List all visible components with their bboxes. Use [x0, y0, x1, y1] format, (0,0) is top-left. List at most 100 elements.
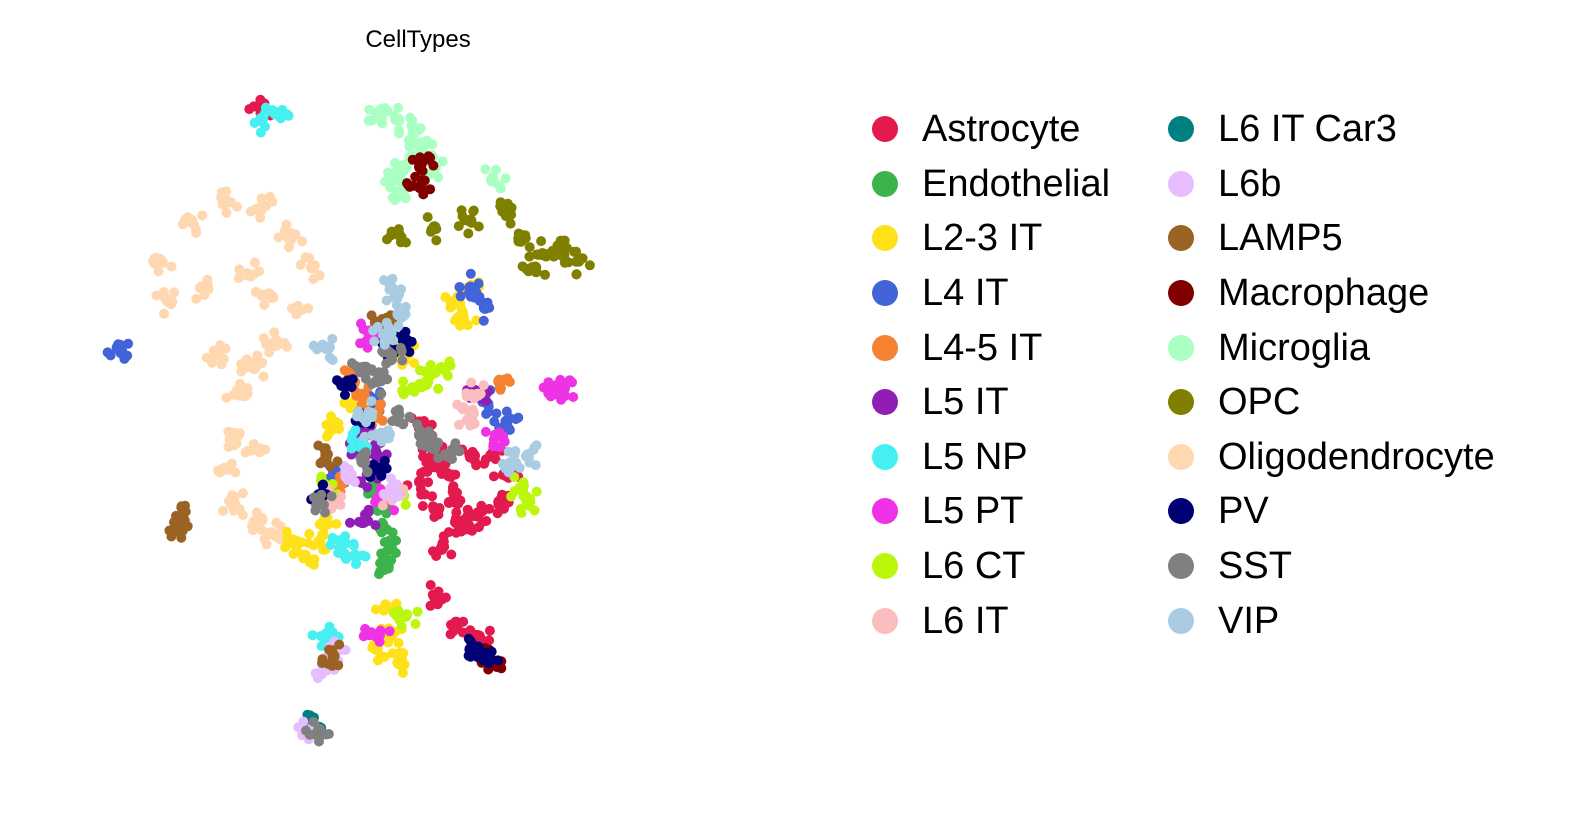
data-point [436, 543, 447, 554]
data-point [326, 491, 337, 502]
data-point [286, 303, 297, 314]
data-point [397, 355, 408, 366]
data-point [484, 625, 495, 636]
legend-item: SST [1168, 539, 1495, 594]
data-point [425, 152, 436, 163]
data-point [387, 527, 398, 538]
data-point [345, 517, 355, 528]
data-point [256, 193, 267, 204]
data-point [569, 246, 580, 257]
data-point [370, 604, 381, 615]
data-point [448, 626, 459, 637]
data-point [254, 266, 265, 277]
data-point [385, 483, 396, 494]
data-point [414, 476, 425, 486]
legend-marker [1168, 553, 1194, 580]
data-point [359, 517, 370, 528]
data-point [521, 491, 532, 502]
data-point [428, 598, 439, 609]
data-point [500, 173, 511, 184]
data-point [220, 463, 231, 474]
data-point [241, 354, 252, 365]
data-point [427, 589, 438, 600]
data-point [233, 273, 244, 284]
data-point [375, 625, 386, 636]
data-point [481, 647, 492, 658]
data-point [176, 502, 187, 513]
legend-marker [1168, 280, 1194, 307]
data-point [406, 120, 417, 131]
data-point [391, 300, 402, 311]
data-point [304, 528, 315, 539]
data-point [414, 429, 424, 440]
legend-label: SST [1218, 545, 1292, 588]
data-point [510, 446, 521, 457]
data-point [495, 183, 506, 194]
data-point [480, 655, 491, 666]
data-point [149, 253, 160, 264]
data-point [396, 232, 407, 242]
data-point [435, 362, 445, 373]
data-point [319, 499, 329, 510]
data-point [400, 326, 411, 337]
data-point [303, 303, 314, 314]
data-point [339, 550, 350, 561]
legend-item: L6 IT Car3 [1168, 102, 1495, 157]
data-point [327, 355, 338, 366]
data-point [260, 444, 271, 455]
data-point [166, 531, 177, 542]
data-point [468, 206, 479, 217]
data-point [159, 308, 169, 319]
legend-label: L6b [1218, 162, 1282, 205]
data-point [412, 606, 423, 617]
data-point [387, 273, 398, 284]
data-point [374, 399, 385, 410]
data-point [400, 499, 411, 510]
data-point [361, 335, 372, 346]
data-point [351, 558, 362, 569]
data-point [406, 336, 417, 347]
data-point [441, 451, 452, 462]
data-point [311, 500, 322, 511]
data-point [297, 236, 308, 247]
data-point [431, 551, 442, 561]
data-point [402, 609, 413, 620]
legend-item: Astrocyte [872, 102, 1110, 157]
data-point [269, 327, 280, 338]
data-point [352, 411, 362, 422]
data-point [319, 635, 330, 645]
legend-item: L4-5 IT [872, 320, 1110, 375]
data-point [364, 104, 375, 115]
data-point [381, 317, 392, 328]
data-point [315, 725, 326, 736]
legend-item: Oligodendrocyte [1168, 430, 1495, 485]
data-point [336, 491, 346, 502]
data-point [386, 350, 397, 361]
data-point [371, 445, 382, 456]
data-point [237, 510, 248, 520]
data-point [425, 184, 436, 195]
data-point [425, 360, 436, 370]
data-point [480, 303, 491, 314]
data-point [230, 498, 241, 509]
data-point [308, 716, 319, 727]
data-point [364, 409, 375, 420]
data-point [377, 500, 388, 511]
data-point [348, 538, 359, 549]
legend-label: Endothelial [922, 162, 1111, 205]
legend-marker [1168, 225, 1194, 252]
data-point [381, 358, 392, 369]
data-point [429, 221, 440, 232]
data-point [440, 592, 451, 603]
data-point [376, 651, 387, 662]
legend-label: PV [1218, 490, 1269, 533]
data-point [491, 164, 501, 175]
legend-marker [872, 498, 898, 525]
data-point [494, 374, 505, 385]
data-point [462, 320, 473, 331]
data-point [433, 383, 444, 394]
data-point [151, 290, 162, 301]
data-point [216, 359, 227, 370]
data-point [379, 537, 390, 548]
legend-label: L5 PT [922, 490, 1024, 533]
